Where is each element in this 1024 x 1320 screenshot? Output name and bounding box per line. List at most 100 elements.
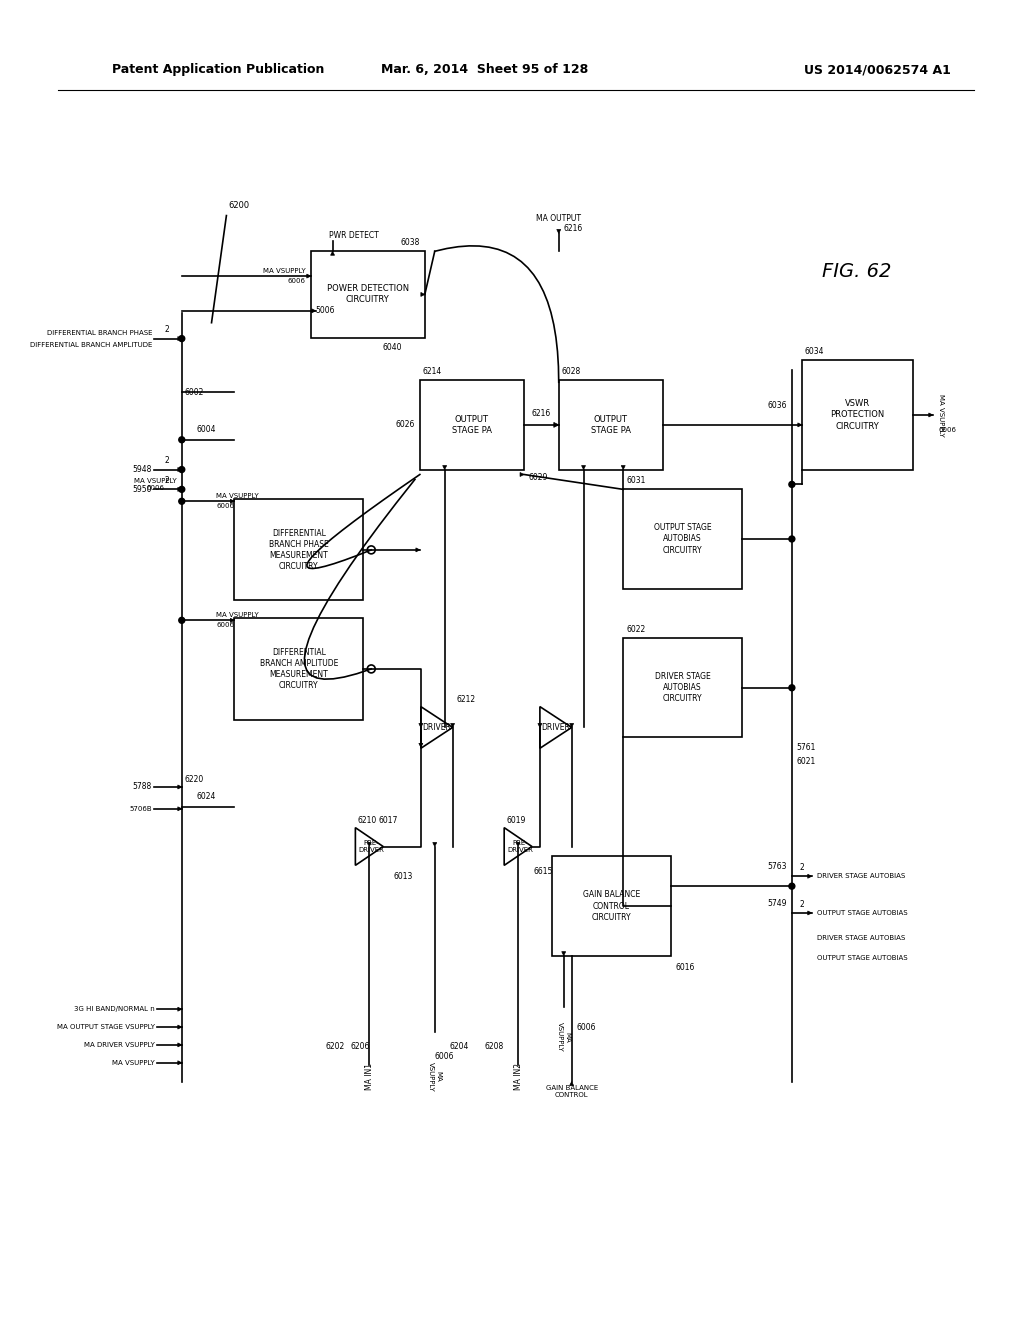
Bar	[624, 490, 742, 589]
Polygon shape	[416, 548, 420, 552]
Polygon shape	[569, 723, 573, 727]
Text: MA VSUPPLY: MA VSUPPLY	[113, 1060, 155, 1065]
Text: 6031: 6031	[627, 477, 645, 484]
Polygon shape	[622, 466, 626, 470]
Text: 6036: 6036	[767, 400, 786, 409]
Polygon shape	[419, 743, 423, 747]
Text: 5749: 5749	[767, 899, 786, 908]
Text: DRIVER STAGE
AUTOBIAS
CIRCUITRY: DRIVER STAGE AUTOBIAS CIRCUITRY	[655, 672, 711, 704]
Circle shape	[179, 498, 184, 504]
Text: 6021: 6021	[797, 756, 816, 766]
Text: OUTPUT STAGE AUTOBIAS: OUTPUT STAGE AUTOBIAS	[817, 909, 907, 916]
Circle shape	[788, 536, 795, 543]
Text: 6615: 6615	[534, 867, 553, 875]
Text: 6028: 6028	[562, 367, 581, 376]
Text: Mar. 6, 2014  Sheet 95 of 128: Mar. 6, 2014 Sheet 95 of 128	[381, 63, 588, 77]
Text: 6002: 6002	[184, 388, 204, 396]
Text: OUTPUT STAGE AUTOBIAS: OUTPUT STAGE AUTOBIAS	[817, 954, 907, 961]
Text: MA DRIVER VSUPPLY: MA DRIVER VSUPPLY	[84, 1041, 155, 1048]
Text: DRIVER STAGE AUTOBIAS: DRIVER STAGE AUTOBIAS	[817, 935, 905, 941]
Circle shape	[179, 466, 184, 473]
Polygon shape	[554, 422, 559, 428]
Text: POWER DETECTION
CIRCUITRY: POWER DETECTION CIRCUITRY	[327, 284, 409, 305]
Bar	[559, 380, 663, 470]
Text: 6038: 6038	[400, 238, 420, 247]
Text: PRE-
DRIVER: PRE- DRIVER	[358, 840, 384, 853]
Polygon shape	[311, 309, 315, 313]
Text: DRIVER: DRIVER	[422, 723, 452, 733]
Circle shape	[179, 437, 184, 442]
Bar	[420, 380, 524, 470]
Polygon shape	[562, 952, 565, 956]
Polygon shape	[808, 874, 812, 878]
Polygon shape	[178, 1007, 182, 1011]
Polygon shape	[520, 473, 524, 477]
Polygon shape	[419, 723, 423, 727]
Text: DIFFERENTIAL BRANCH AMPLITUDE: DIFFERENTIAL BRANCH AMPLITUDE	[30, 342, 152, 347]
Bar	[234, 618, 364, 719]
Circle shape	[788, 685, 795, 690]
Text: DRIVER: DRIVER	[542, 723, 570, 733]
Text: 6029: 6029	[529, 473, 549, 482]
Text: 6208: 6208	[484, 1043, 504, 1052]
Polygon shape	[368, 842, 372, 846]
Text: 6022: 6022	[627, 624, 645, 634]
Text: 6006: 6006	[288, 279, 306, 284]
Polygon shape	[178, 337, 182, 341]
Polygon shape	[808, 911, 812, 915]
Circle shape	[179, 335, 184, 342]
Text: 6017: 6017	[378, 816, 397, 825]
Text: 5788: 5788	[133, 783, 152, 792]
Text: MA VSUPPLY
6006: MA VSUPPLY 6006	[134, 478, 177, 491]
Text: 5763: 5763	[767, 862, 786, 871]
Text: 6210: 6210	[357, 816, 377, 825]
Polygon shape	[798, 422, 802, 426]
Text: 5761: 5761	[797, 743, 816, 752]
Polygon shape	[582, 466, 586, 470]
Text: 6034: 6034	[805, 347, 824, 356]
Text: 6220: 6220	[184, 775, 204, 784]
Text: 5706B: 5706B	[129, 805, 152, 812]
Text: MA VSUPPLY: MA VSUPPLY	[938, 393, 944, 437]
Text: 2: 2	[800, 899, 804, 908]
Text: 6006: 6006	[577, 1023, 596, 1031]
Text: OUTPUT
STAGE PA: OUTPUT STAGE PA	[591, 414, 631, 434]
Text: 2: 2	[165, 477, 169, 484]
Text: US 2014/0062574 A1: US 2014/0062574 A1	[804, 63, 950, 77]
Polygon shape	[433, 842, 436, 846]
Text: 6019: 6019	[506, 816, 525, 825]
Text: OUTPUT
STAGE PA: OUTPUT STAGE PA	[452, 414, 492, 434]
Text: 6214: 6214	[423, 367, 442, 376]
Bar	[624, 638, 742, 738]
Polygon shape	[557, 230, 561, 234]
Text: 6006: 6006	[216, 622, 234, 628]
Text: 6212: 6212	[457, 696, 476, 704]
Polygon shape	[307, 275, 310, 279]
Text: 6006: 6006	[435, 1052, 455, 1061]
Text: MA VSUPPLY: MA VSUPPLY	[216, 612, 259, 618]
Text: 6004: 6004	[197, 425, 216, 434]
Polygon shape	[178, 1061, 182, 1065]
Text: 5948: 5948	[133, 465, 152, 474]
Text: OUTPUT STAGE
AUTOBIAS
CIRCUITRY: OUTPUT STAGE AUTOBIAS CIRCUITRY	[654, 523, 712, 554]
Bar	[234, 499, 364, 601]
Polygon shape	[178, 487, 182, 491]
Polygon shape	[178, 1026, 182, 1030]
Text: 6026: 6026	[395, 420, 415, 429]
Text: 6200: 6200	[228, 201, 250, 210]
Text: MA VSUPPLY: MA VSUPPLY	[216, 494, 259, 499]
Circle shape	[179, 618, 184, 623]
Text: 6206: 6206	[350, 1043, 370, 1052]
Text: VSWR
PROTECTION
CIRCUITRY: VSWR PROTECTION CIRCUITRY	[830, 400, 885, 430]
Text: MA IN2: MA IN2	[514, 1063, 522, 1090]
Text: 5950: 5950	[132, 484, 152, 494]
Bar	[552, 857, 671, 956]
Text: FIG. 62: FIG. 62	[821, 261, 891, 281]
Text: 6024: 6024	[197, 792, 216, 801]
Text: MA VSUPPLY: MA VSUPPLY	[263, 268, 306, 275]
Text: PRE-
DRIVER: PRE- DRIVER	[507, 840, 532, 853]
Text: MA OUTPUT STAGE VSUPPLY: MA OUTPUT STAGE VSUPPLY	[57, 1024, 155, 1030]
Polygon shape	[421, 293, 425, 297]
Text: 6204: 6204	[450, 1043, 469, 1052]
Text: 2: 2	[165, 457, 169, 465]
